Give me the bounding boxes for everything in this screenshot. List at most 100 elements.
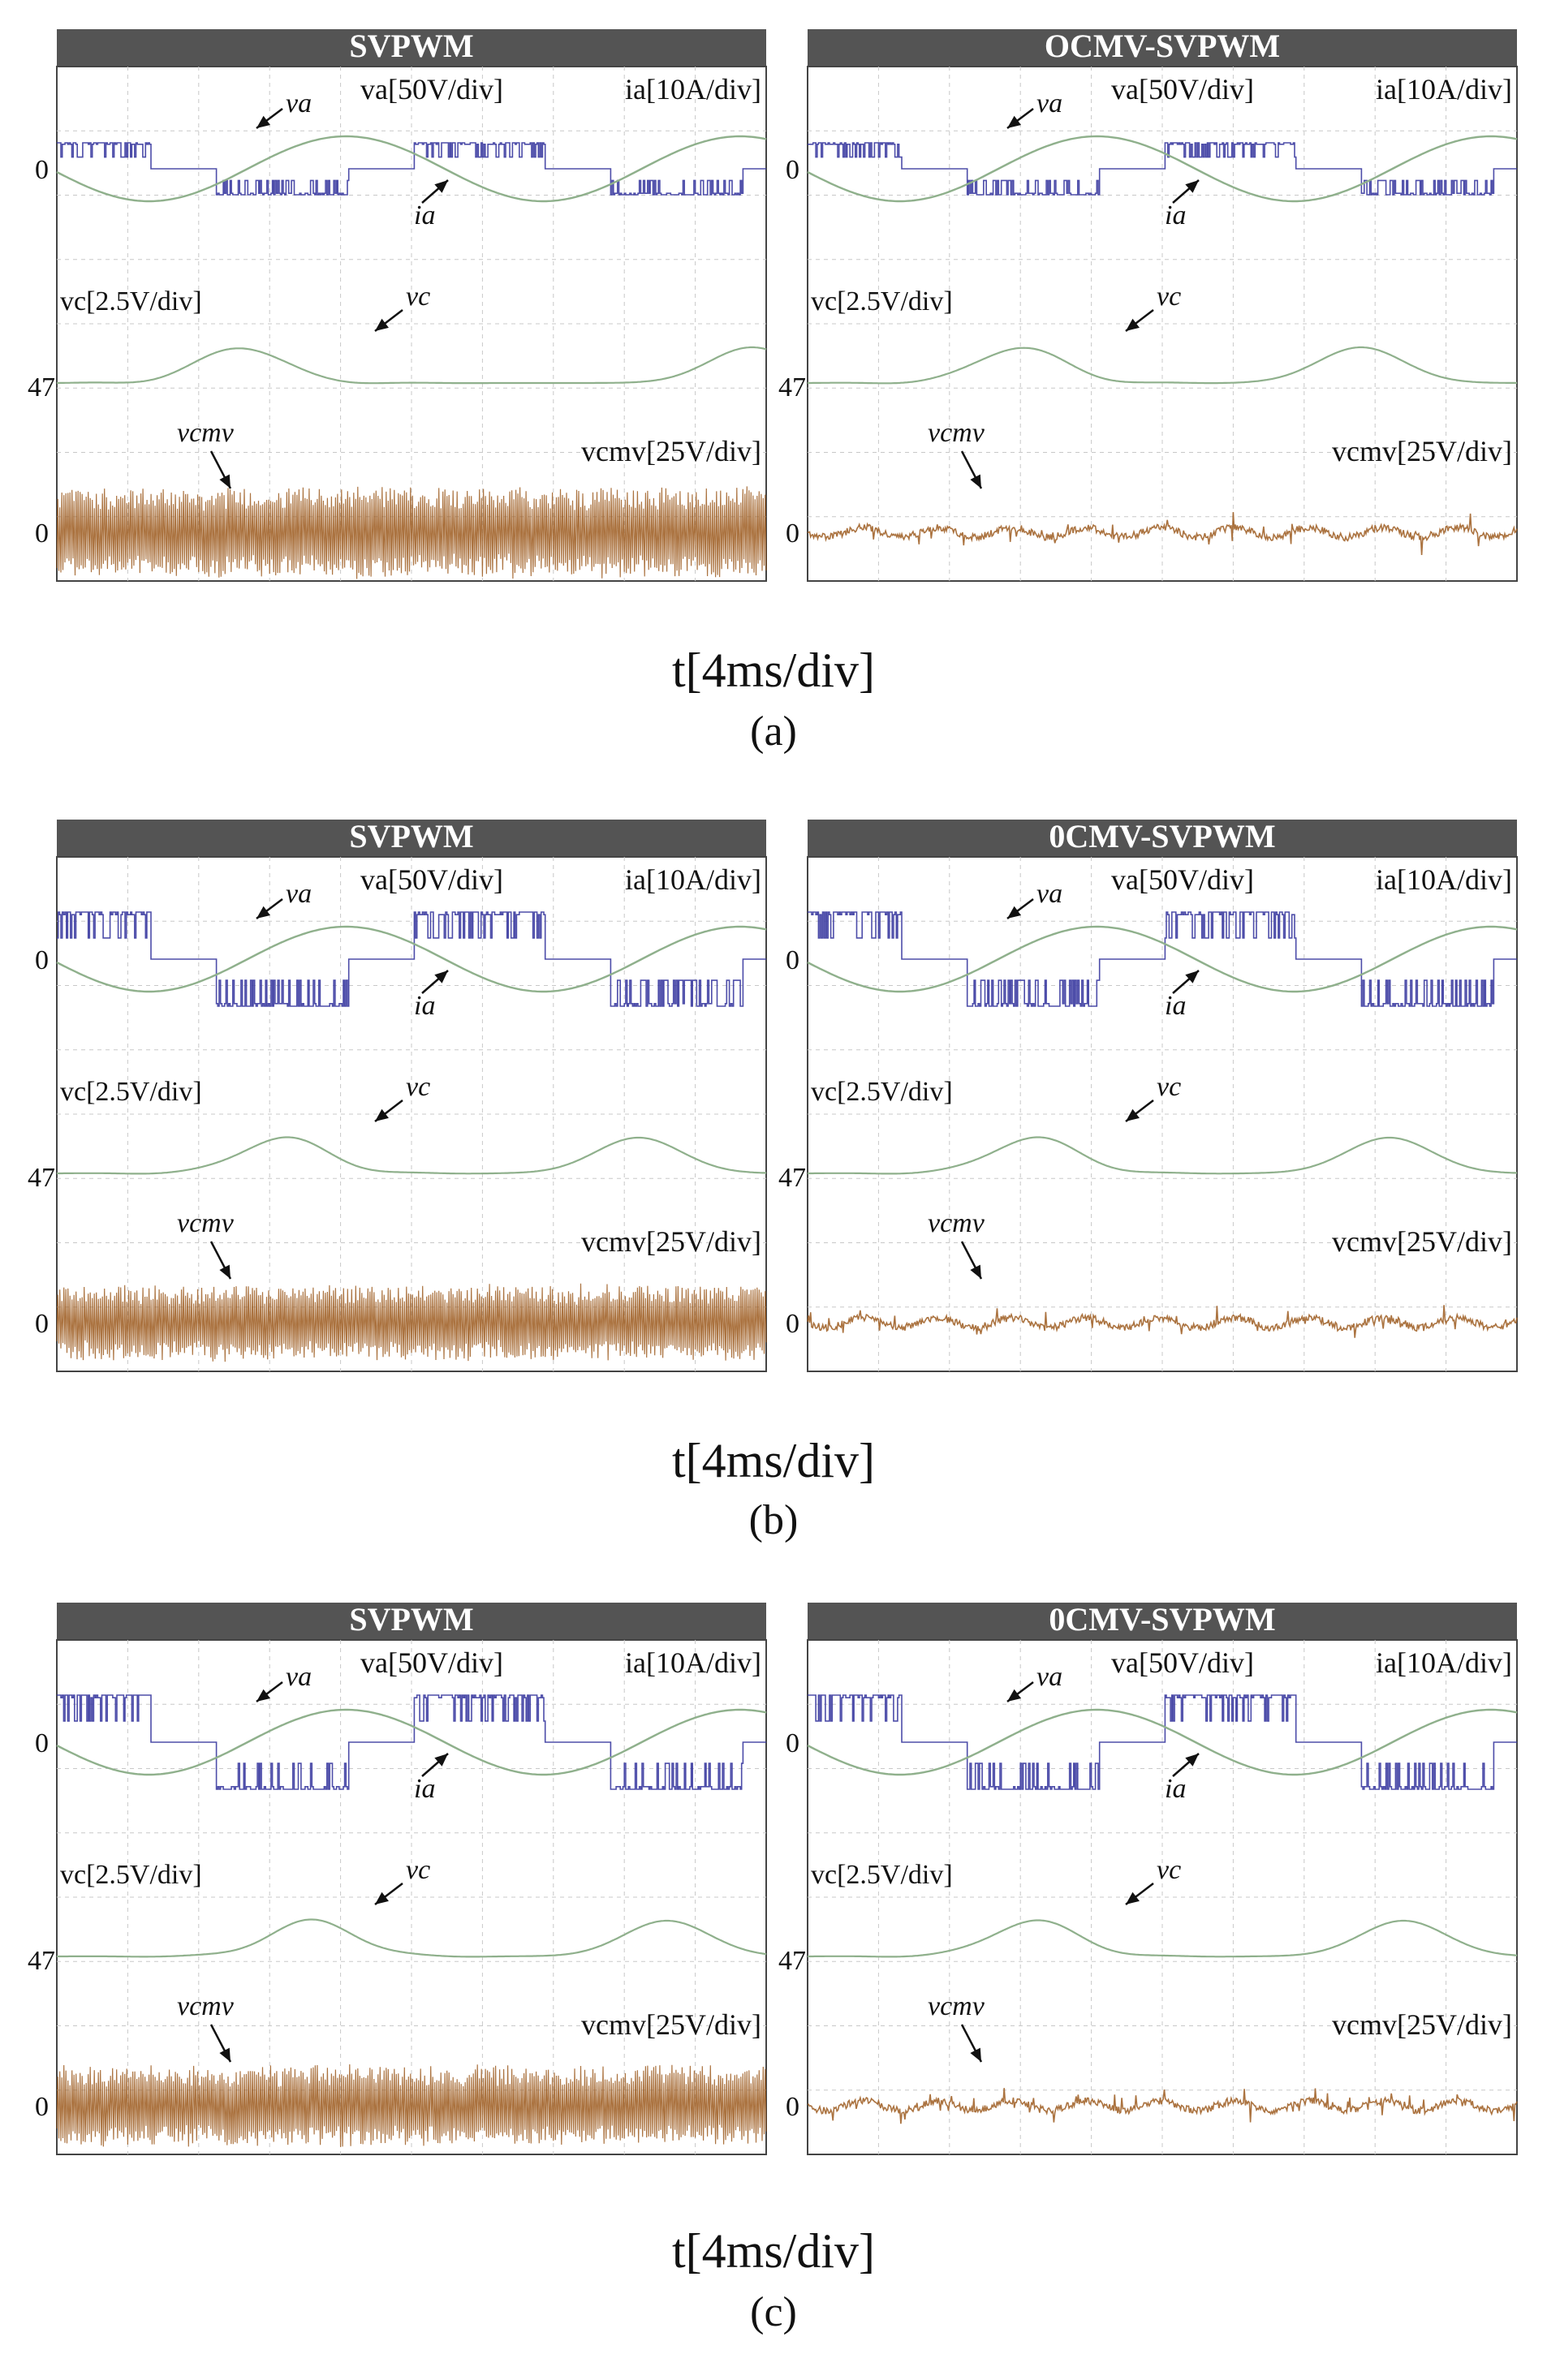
vcmv-label: vcmv [928, 1991, 985, 2021]
ia-arrow [421, 970, 449, 994]
vc-arrow [1125, 1883, 1154, 1905]
vcmv-trace [807, 512, 1518, 555]
ia-scale-label: ia[10A/div] [1376, 863, 1512, 896]
tick-47: 47 [28, 1946, 55, 1976]
vcmv-scale-label: vcmv[25V/div] [1332, 2008, 1512, 2041]
vc-scale-label: vc[2.5V/div] [811, 286, 953, 316]
tick-zero-bottom: 0 [786, 2092, 799, 2122]
tick-zero-bottom: 0 [35, 2092, 49, 2122]
vc-trace [57, 1918, 767, 1958]
ia-label: ia [414, 991, 435, 1021]
vcmv-arrow [209, 2024, 232, 2063]
ia-label: ia [1165, 1774, 1186, 1804]
vc-arrow [374, 1883, 403, 1905]
va-arrow [256, 898, 283, 919]
panel-title: 0CMV-SVPWM [1049, 1601, 1275, 1638]
vcmv-trace [56, 486, 767, 579]
va-label: va [1036, 879, 1062, 909]
tick-zero-bottom: 0 [35, 1309, 49, 1339]
va-label: va [286, 879, 312, 909]
vc-trace [57, 346, 767, 385]
va-trace [57, 142, 766, 196]
vcmv-scale-label: vcmv[25V/div] [1332, 1225, 1512, 1258]
vcmv-trace [807, 2088, 1518, 2124]
vcmv-scale-label: vcmv[25V/div] [581, 435, 761, 467]
subfigure-label: (a) [750, 708, 797, 755]
vcmv-arrow [960, 2024, 983, 2063]
va-trace [808, 911, 1517, 1007]
vcmv-arrow [960, 1241, 983, 1280]
vc-arrow [374, 1100, 403, 1122]
va-label: va [286, 88, 312, 118]
va-ia-scale-label: va[50V/div] [360, 863, 503, 896]
panel-title: 0CMV-SVPWM [1049, 818, 1275, 854]
panel-title: SVPWM [349, 28, 473, 64]
panel-header [57, 1603, 766, 1640]
va-label: va [1036, 88, 1062, 118]
ia-arrow [421, 1753, 449, 1777]
vcmv-label: vcmv [928, 1208, 985, 1238]
panel-header [57, 29, 766, 67]
va-trace [57, 911, 766, 1007]
ia-scale-label: ia[10A/div] [625, 73, 761, 105]
scope-panel-2: OCMV-SVPWM 0 47 0 va[50V/div] ia[10A/div] va ia… [778, 28, 1518, 582]
ia-trace [807, 925, 1518, 993]
ia-trace [56, 925, 767, 993]
vc-scale-label: vc[2.5V/div] [60, 1077, 202, 1107]
tick-zero-top: 0 [35, 155, 49, 185]
vcmv-label: vcmv [928, 418, 985, 448]
vc-scale-label: vc[2.5V/div] [60, 286, 202, 316]
scope-panel-1: SVPWM 0 47 0 va[50V/div] ia[10A/div] va ia vc[2.… [28, 28, 767, 582]
tick-47: 47 [778, 372, 806, 402]
va-arrow [256, 108, 283, 129]
ia-label: ia [1165, 991, 1186, 1021]
vc-label: vc [1157, 1072, 1181, 1102]
va-label: va [286, 1662, 312, 1692]
tick-zero-bottom: 0 [786, 1309, 799, 1339]
scope-panel-3: SVPWM 0 47 0 va[50V/div] ia[10A/div] va ia vc[2.… [28, 818, 767, 1372]
vc-trace [808, 1919, 1518, 1958]
ia-trace [56, 1708, 767, 1776]
vc-arrow [1125, 1100, 1154, 1122]
vc-arrow [374, 309, 403, 332]
tick-zero-top: 0 [35, 945, 49, 975]
subfigure-label: (b) [749, 1497, 799, 1543]
vc-scale-label: vc[2.5V/div] [60, 1860, 202, 1890]
va-arrow [1006, 898, 1034, 919]
panel-header [808, 1603, 1517, 1640]
vcmv-trace [56, 1283, 767, 1362]
ia-arrow [1172, 970, 1200, 994]
va-arrow [1006, 108, 1034, 129]
panel-header [808, 29, 1517, 67]
vcmv-arrow [209, 1241, 232, 1280]
ia-arrow [1172, 1753, 1200, 1777]
vcmv-scale-label: vcmv[25V/div] [581, 1225, 761, 1258]
vc-trace [808, 346, 1517, 385]
vc-label: vc [406, 1072, 430, 1102]
vc-label: vc [406, 282, 430, 312]
ia-label: ia [414, 1774, 435, 1804]
va-ia-scale-label: va[50V/div] [360, 73, 503, 105]
ia-scale-label: ia[10A/div] [1376, 73, 1512, 105]
panel-title: SVPWM [349, 818, 473, 854]
scope-panel-4: 0CMV-SVPWM 0 47 0 va[50V/div] ia[10A/div] va ia… [778, 818, 1518, 1372]
va-trace [808, 1694, 1517, 1790]
tick-zero-top: 0 [35, 1728, 49, 1758]
ia-scale-label: ia[10A/div] [1376, 1646, 1512, 1679]
vc-arrow [1125, 309, 1154, 332]
scope-panel-5: SVPWM 0 47 0 va[50V/div] ia[10A/div] va ia vc[2.… [28, 1601, 767, 2155]
vc-trace [808, 1136, 1518, 1175]
time-axis-label: t[4ms/div] [672, 2224, 875, 2278]
panel-header [808, 820, 1517, 857]
va-arrow [256, 1681, 283, 1702]
scope-panel-6: 0CMV-SVPWM 0 47 0 va[50V/div] ia[10A/div] va ia… [778, 1601, 1518, 2155]
va-ia-scale-label: va[50V/div] [1111, 1646, 1254, 1679]
va-trace [808, 142, 1517, 196]
vc-scale-label: vc[2.5V/div] [811, 1077, 953, 1107]
vc-scale-label: vc[2.5V/div] [811, 1860, 953, 1890]
vcmv-trace [807, 1305, 1518, 1338]
panel-header [57, 820, 766, 857]
ia-label: ia [1165, 200, 1186, 230]
tick-zero-top: 0 [786, 945, 799, 975]
